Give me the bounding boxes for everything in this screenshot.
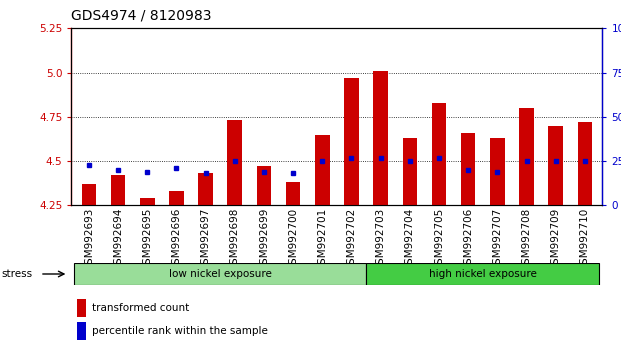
- Bar: [169, 191, 184, 205]
- Text: low nickel exposure: low nickel exposure: [169, 269, 271, 279]
- Bar: [344, 78, 359, 205]
- Bar: [227, 120, 242, 205]
- Bar: [198, 173, 213, 205]
- Text: transformed count: transformed count: [91, 303, 189, 313]
- Bar: [366, 263, 599, 285]
- Bar: [461, 133, 476, 205]
- Bar: [140, 198, 155, 205]
- Text: high nickel exposure: high nickel exposure: [429, 269, 537, 279]
- Bar: [286, 182, 301, 205]
- Bar: [578, 122, 592, 205]
- Bar: [77, 322, 86, 340]
- Bar: [256, 166, 271, 205]
- Bar: [432, 103, 446, 205]
- Bar: [75, 263, 366, 285]
- Bar: [77, 299, 86, 317]
- Bar: [402, 138, 417, 205]
- Bar: [548, 126, 563, 205]
- Text: GDS4974 / 8120983: GDS4974 / 8120983: [71, 9, 212, 23]
- Text: stress: stress: [2, 269, 33, 279]
- Text: percentile rank within the sample: percentile rank within the sample: [91, 326, 268, 336]
- Bar: [81, 184, 96, 205]
- Bar: [373, 71, 388, 205]
- Bar: [490, 138, 505, 205]
- Bar: [315, 135, 330, 205]
- Bar: [111, 175, 125, 205]
- Bar: [519, 108, 534, 205]
